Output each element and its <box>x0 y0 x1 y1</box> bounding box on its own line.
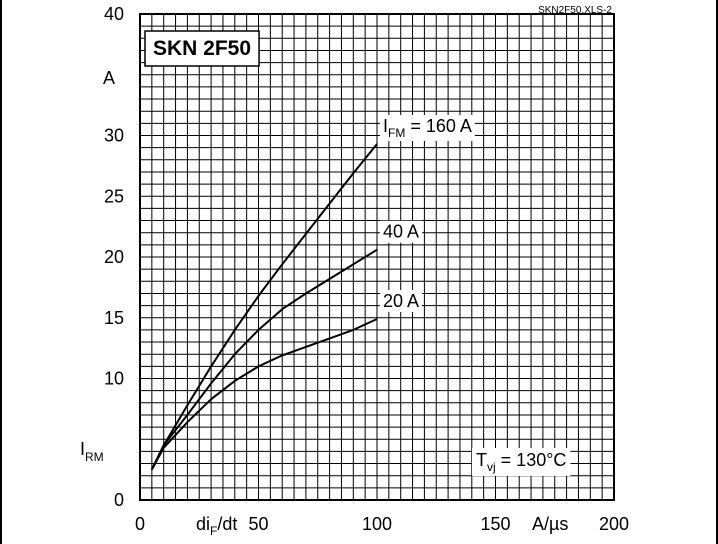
y-axis-unit: A <box>103 68 115 88</box>
series-label-sub-0: FM <box>388 126 405 140</box>
condition-sub: vj <box>487 460 496 474</box>
y-tick-label: 10 <box>104 369 124 389</box>
y-tick-label: 40 <box>104 4 124 24</box>
x-tick-label: 0 <box>135 514 145 534</box>
condition-value: = 130°C <box>496 450 567 470</box>
reference-label: SKN2F50.XLS-2 <box>538 5 612 16</box>
y-tick-label: 0 <box>114 490 124 510</box>
y-tick-label: 30 <box>104 126 124 146</box>
series-line-0 <box>150 143 378 471</box>
series-label-value-0: = 160 A <box>405 116 472 136</box>
series-label-main-1: 40 A <box>383 222 419 242</box>
plot-border <box>139 13 615 501</box>
condition-main: T <box>476 450 487 470</box>
x-tick-label: 100 <box>362 514 392 534</box>
condition-box <box>472 448 571 476</box>
series-line-1 <box>150 248 378 471</box>
x-tick-label: 150 <box>480 514 510 534</box>
y-axis-label: IRM <box>80 439 104 464</box>
grid <box>140 14 614 500</box>
series-label-2: 20 A <box>383 291 419 311</box>
y-tick-label: 25 <box>104 186 124 206</box>
x-axis-label-suffix: /dt <box>217 514 237 534</box>
x-axis-unit: A/µs <box>532 514 568 534</box>
y-axis-label-main: I <box>80 439 85 459</box>
x-tick-label: 200 <box>599 514 629 534</box>
series-labels: IFM = 160 A 40 A 20 A <box>380 115 475 312</box>
x-axis-label: diF/dt <box>196 514 237 538</box>
series-label-bg-2 <box>380 289 423 312</box>
x-tick-label: 50 <box>248 514 268 534</box>
x-axis-label-sub: F <box>210 524 217 538</box>
series-label-bg-1 <box>380 220 423 243</box>
series-label-main-0: I <box>383 116 388 136</box>
series-label-main-2: 20 A <box>383 291 419 311</box>
series-label-0: IFM = 160 A <box>383 116 472 140</box>
series-label-bg-0 <box>380 115 475 142</box>
x-axis-label-prefix: di <box>196 514 210 534</box>
series-line-2 <box>150 318 378 471</box>
title-box <box>144 30 260 67</box>
y-tick-label: 15 <box>104 308 124 328</box>
series-label-1: 40 A <box>383 222 419 242</box>
y-tick-label: 20 <box>104 247 124 267</box>
chart-title: SKN 2F50 <box>153 37 251 60</box>
condition-label: Tvj = 130°C <box>476 450 566 474</box>
tick-labels: 0 10 15 20 25 30 40 0 50 100 150 200 <box>104 4 629 534</box>
y-axis-label-sub: RM <box>85 450 104 464</box>
curves <box>150 143 378 471</box>
